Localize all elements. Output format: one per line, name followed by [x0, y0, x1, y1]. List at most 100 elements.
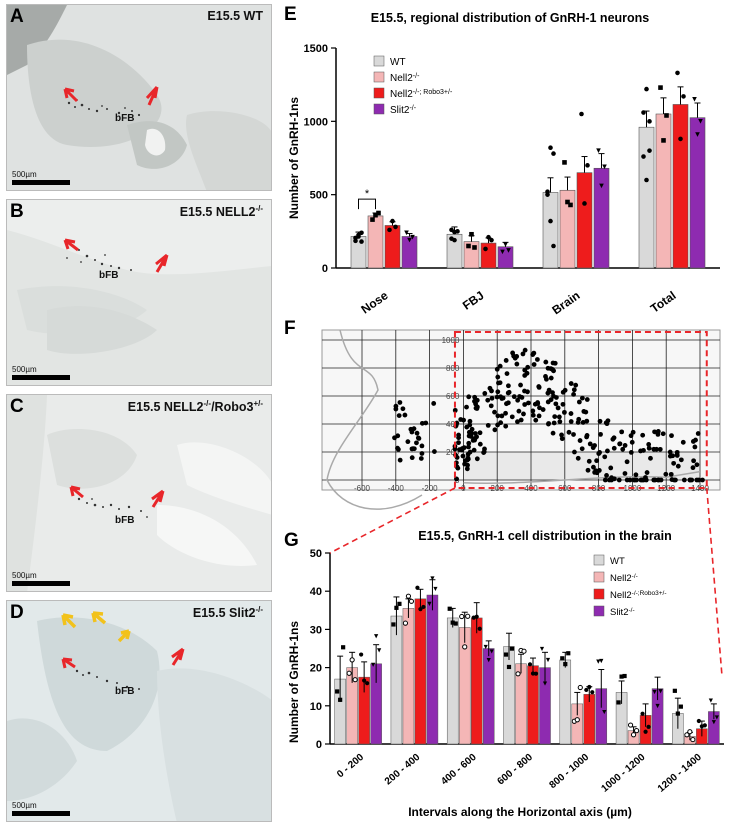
data-point: [486, 234, 491, 240]
micrograph-d-tissue: [7, 601, 271, 821]
scatter-point: [515, 397, 521, 403]
data-point: [489, 237, 494, 243]
significance-bracket: [358, 198, 376, 210]
y-tick-label: 500: [310, 190, 328, 202]
bar: [446, 617, 459, 745]
data-point: [627, 722, 634, 728]
scatter-point: [622, 471, 628, 476]
scatter-point: [460, 453, 466, 459]
data-point: [692, 97, 697, 102]
data-point: [562, 160, 567, 165]
scatter-point: [576, 399, 582, 405]
scatter-point: [551, 420, 557, 426]
bar: [672, 104, 689, 269]
scatter-point: [482, 391, 488, 396]
data-point: [596, 659, 601, 664]
scatter-point: [452, 407, 458, 413]
data-point: [602, 164, 607, 170]
micrograph-c-title-mid: /Robo3: [211, 400, 254, 415]
data-point: [695, 132, 700, 137]
data-point: [539, 646, 545, 652]
scatter-point: [485, 397, 491, 403]
data-point: [622, 673, 627, 679]
data-point: [640, 711, 645, 716]
data-point: [356, 232, 361, 238]
scatter-point: [454, 476, 459, 482]
scatter-point: [464, 404, 469, 410]
data-point: [644, 177, 649, 183]
scatter-point: [624, 459, 630, 465]
scatter-point: [543, 359, 549, 365]
scatter-point: [606, 477, 612, 483]
micrograph-b-tissue: [7, 200, 271, 385]
scatter-point: [663, 471, 669, 477]
x-tick-label: Brain: [549, 288, 582, 317]
data-point: [452, 229, 457, 235]
scatter-point: [633, 472, 639, 478]
scatter-point: [471, 447, 477, 453]
scatter-point: [695, 431, 701, 436]
scatter-point: [630, 429, 636, 435]
data-point: [489, 649, 494, 654]
scatter-point: [646, 442, 652, 447]
scatter-point: [610, 436, 616, 442]
scatter-point: [467, 449, 473, 455]
legend-label-main: WT: [610, 556, 625, 567]
scatter-point: [620, 446, 626, 452]
data-point: [584, 687, 589, 693]
micrograph-b: E15.5 NELL2-/- bFB 500µm: [6, 199, 272, 386]
chart-f-scatter: -600-400-2000200400600800100012001400020…: [321, 329, 721, 510]
scatter-point: [605, 448, 610, 454]
scatter-point: [551, 368, 556, 374]
bfb-label: bFB: [99, 270, 119, 281]
bar: [384, 225, 401, 269]
scatter-point: [504, 371, 510, 377]
x-tick-label: 400 - 600: [439, 752, 479, 788]
bar: [689, 117, 706, 269]
scatter-point: [571, 387, 577, 393]
scatter-point: [657, 446, 663, 452]
scatter-point: [552, 360, 558, 366]
scale-bar: 500µm: [12, 801, 70, 816]
data-point: [696, 718, 701, 724]
scatter-point: [579, 446, 585, 452]
legend-swatch: [373, 103, 385, 115]
scatter-point: [488, 403, 494, 409]
scatter-point: [628, 433, 634, 439]
scatter-point: [552, 414, 558, 420]
y-tick-label: 20: [310, 663, 322, 675]
scatter-point: [611, 445, 617, 451]
y-tick-label: 600: [446, 392, 460, 401]
scatter-point: [654, 446, 659, 452]
data-point: [462, 644, 468, 650]
data-point: [500, 249, 505, 255]
scatter-point: [503, 358, 509, 363]
scatter-point: [477, 441, 483, 447]
bar: [482, 648, 495, 745]
scatter-point: [604, 473, 609, 478]
micrograph-c-title: E15.5 NELL2-/-/Robo3+/-: [128, 399, 263, 414]
data-point: [393, 224, 398, 230]
data-point: [503, 652, 509, 657]
chart-e-bars: *: [350, 70, 706, 269]
scatter-point: [652, 429, 657, 435]
data-point: [664, 113, 669, 118]
scatter-point: [577, 438, 583, 443]
data-point: [346, 670, 352, 676]
scatter-point: [550, 430, 556, 436]
bar: [527, 665, 539, 745]
chart-g-bars: [334, 576, 720, 745]
legend-label-sup: -/-: [628, 607, 634, 614]
data-point: [577, 684, 583, 691]
bar: [559, 659, 572, 745]
scatter-point: [456, 435, 461, 441]
data-point: [407, 237, 412, 243]
scatter-point: [556, 414, 562, 420]
scatter-point: [557, 419, 563, 425]
scatter-point: [568, 411, 574, 416]
scatter-point: [521, 411, 526, 417]
scatter-point: [602, 477, 608, 483]
scatter-point: [568, 381, 574, 386]
scatter-point: [575, 420, 581, 425]
